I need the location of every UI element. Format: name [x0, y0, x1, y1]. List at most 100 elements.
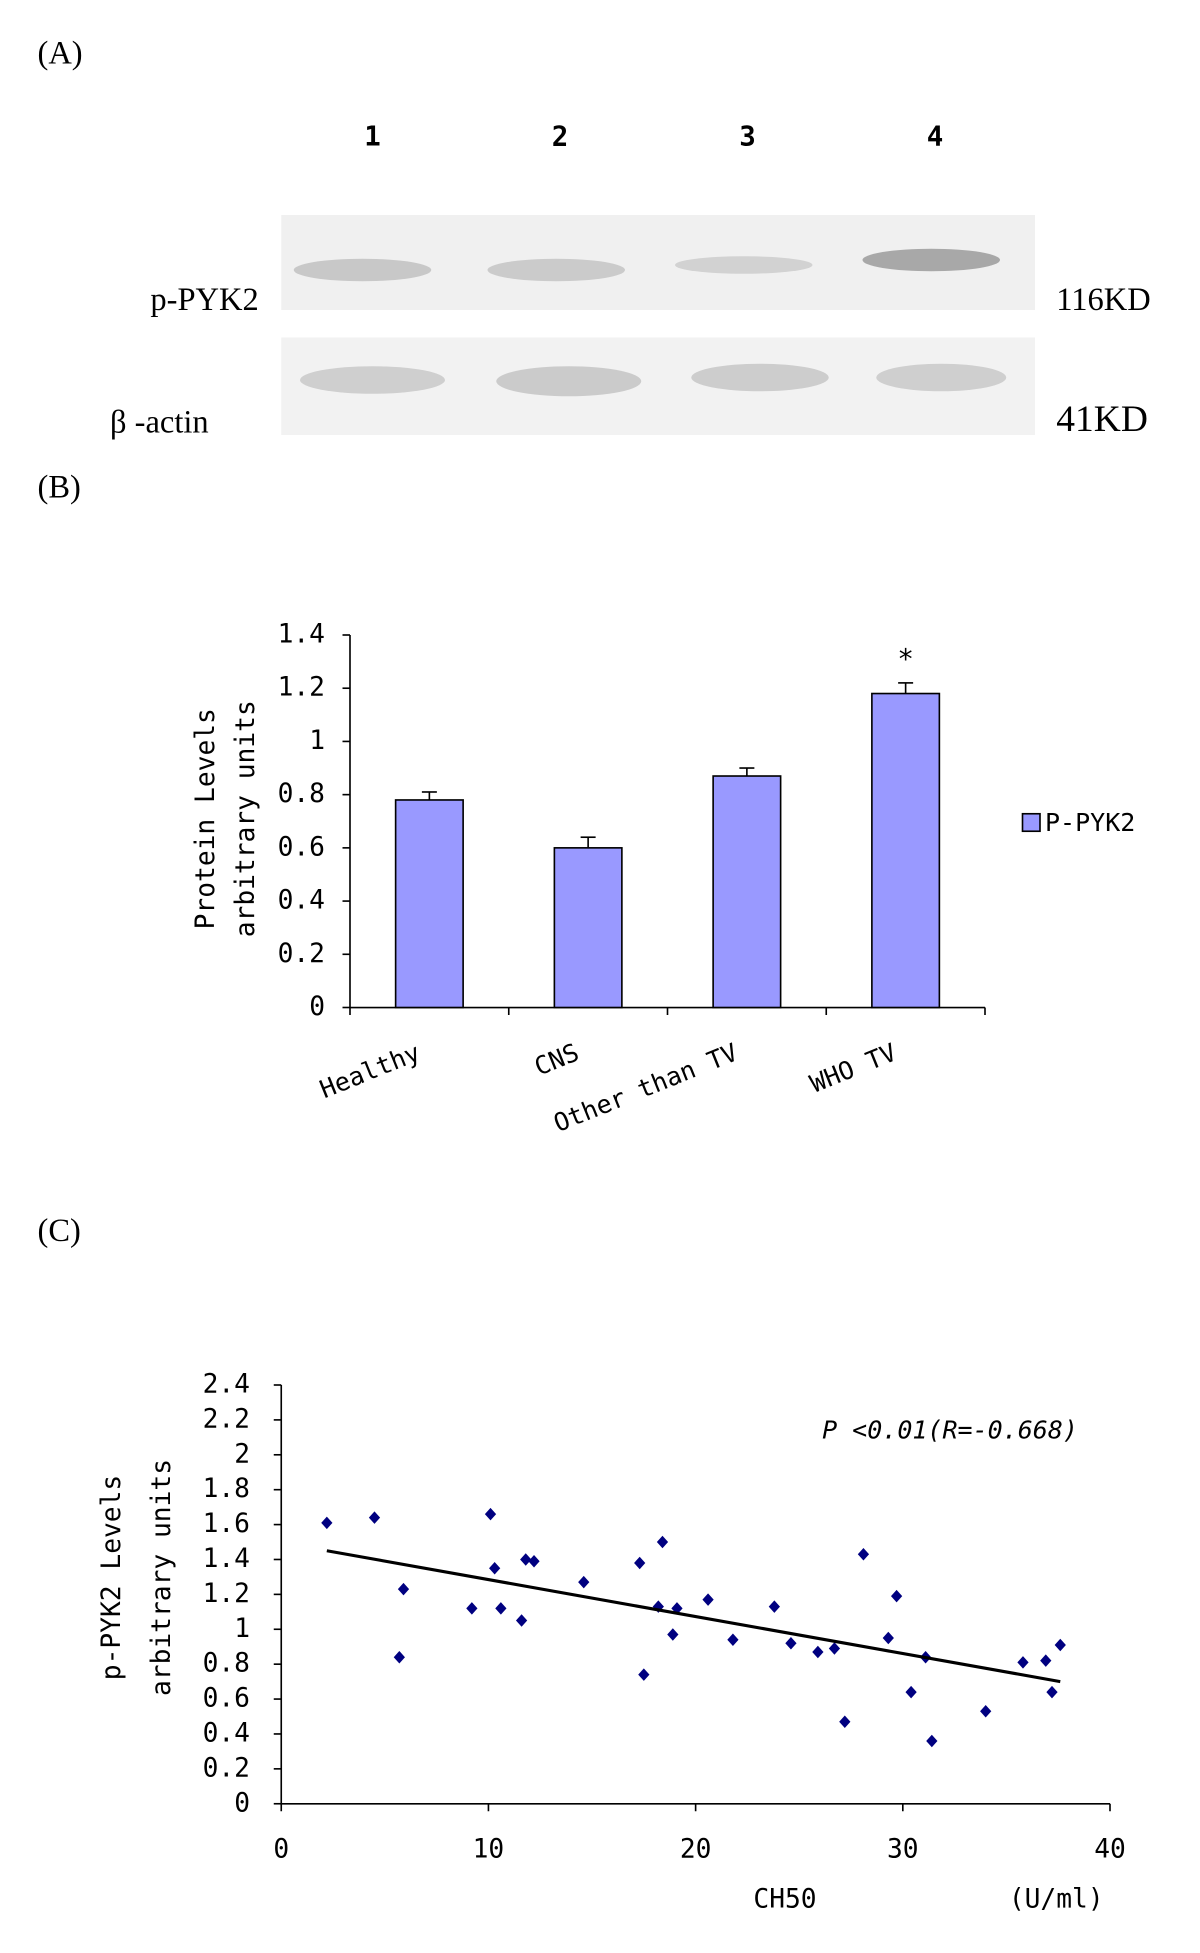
point: [656, 1535, 669, 1549]
point: [634, 1556, 646, 1570]
point: [857, 1547, 870, 1561]
x-tick-label: 30: [887, 1835, 919, 1865]
x-tick-label: 20: [680, 1835, 712, 1865]
point: [1017, 1656, 1029, 1669]
x-tick-label: CNS: [530, 1038, 583, 1082]
y-tick-label: 1.2: [278, 673, 325, 703]
bar: [553, 847, 623, 1009]
size-label: 41KD: [1056, 399, 1148, 440]
x-tick-label: WHO TV: [806, 1038, 901, 1099]
y-axis-label: Protein Levels: [191, 708, 221, 929]
band: [487, 258, 625, 282]
point: [839, 1715, 851, 1728]
point: [882, 1631, 894, 1645]
point: [321, 1516, 333, 1530]
y-tick-label: 1.4: [203, 1544, 250, 1574]
point: [466, 1602, 478, 1615]
y-tick-label: 1: [234, 1614, 250, 1644]
point: [578, 1575, 590, 1589]
point: [368, 1511, 381, 1524]
y-tick-label: 0: [309, 992, 325, 1022]
y-tick-label: 0.2: [278, 939, 325, 969]
point: [520, 1553, 532, 1566]
point: [812, 1645, 824, 1659]
x-tick-label: Other than TV: [549, 1038, 741, 1138]
lane-label: 2: [552, 121, 569, 153]
annotation: *: [897, 643, 914, 675]
x-axis-label: CH50: [753, 1885, 816, 1915]
band: [293, 258, 432, 282]
point: [890, 1589, 903, 1603]
point: [702, 1593, 714, 1606]
point: [768, 1600, 780, 1613]
row-label: β -actin: [110, 404, 209, 440]
x-tick-label: 40: [1094, 1835, 1126, 1865]
point: [980, 1705, 992, 1718]
y-tick-label: 0.8: [278, 779, 325, 809]
point: [1054, 1638, 1066, 1652]
band: [691, 363, 829, 392]
y-tick-label: 1.8: [203, 1474, 250, 1504]
y-axis-label: arbitrary units: [147, 1459, 177, 1696]
lane-label: 4: [927, 121, 944, 153]
y-tick-label: 2.4: [203, 1370, 250, 1400]
point: [926, 1734, 938, 1748]
band: [300, 366, 445, 394]
point: [495, 1602, 507, 1615]
y-tick-label: 0.6: [203, 1684, 250, 1714]
x-tick-label: 10: [473, 1835, 505, 1865]
y-tick-label: 0.8: [203, 1649, 250, 1679]
y-tick-label: 1: [309, 726, 325, 756]
band: [876, 363, 1007, 392]
y-tick-label: 0.4: [203, 1718, 250, 1748]
y-tick-label: 2: [234, 1439, 250, 1469]
point: [727, 1633, 739, 1646]
point: [393, 1650, 405, 1664]
blot: 1 2 3 4 p-PYK2 116KD β -actin 41KD: [110, 121, 1151, 441]
bar: [712, 775, 782, 1009]
panel-label: (C): [38, 1213, 81, 1249]
lane-label: 3: [739, 121, 756, 153]
y-tick-label: 0.4: [278, 886, 325, 916]
x-tick-label: 0: [273, 1835, 289, 1865]
bar: [394, 799, 464, 1009]
point: [638, 1668, 650, 1681]
band: [862, 248, 1000, 272]
row-label: p-PYK2: [150, 282, 258, 318]
y-axis-label: p-PYK2 Levels: [97, 1475, 127, 1680]
point: [515, 1614, 528, 1627]
band: [675, 256, 813, 274]
trendline: [326, 1549, 1061, 1684]
bar: [871, 692, 941, 1009]
point: [1040, 1654, 1052, 1667]
y-tick-label: 1.6: [203, 1509, 250, 1539]
point: [828, 1642, 841, 1655]
y-tick-label: 2.2: [203, 1404, 250, 1434]
x-tick-label: Healthy: [316, 1038, 425, 1104]
point: [905, 1685, 917, 1699]
annotation: P <0.01(R=-0.668): [822, 1415, 1078, 1444]
point: [785, 1636, 797, 1650]
point: [528, 1554, 540, 1568]
y-tick-label: 0.6: [278, 832, 325, 862]
legend-label: P-PYK2: [1045, 808, 1135, 837]
size-label: 116KD: [1056, 282, 1151, 318]
point: [489, 1561, 501, 1575]
point: [667, 1628, 679, 1641]
point: [397, 1582, 410, 1596]
y-tick-label: 1.4: [278, 620, 325, 650]
y-tick-label: 1.2: [203, 1579, 250, 1609]
panel-label: (B): [38, 469, 81, 505]
y-tick-label: 0.2: [203, 1753, 250, 1783]
lane-label: 1: [364, 121, 381, 153]
panel-label: (A): [38, 36, 83, 72]
band: [496, 366, 642, 397]
x-axis-unit: (U/ml): [1009, 1885, 1104, 1915]
y-axis-label: arbitrary units: [231, 700, 261, 937]
y-tick-label: 0: [234, 1788, 250, 1818]
legend-swatch: [1021, 812, 1041, 833]
point: [1046, 1685, 1058, 1699]
point: [484, 1507, 497, 1521]
